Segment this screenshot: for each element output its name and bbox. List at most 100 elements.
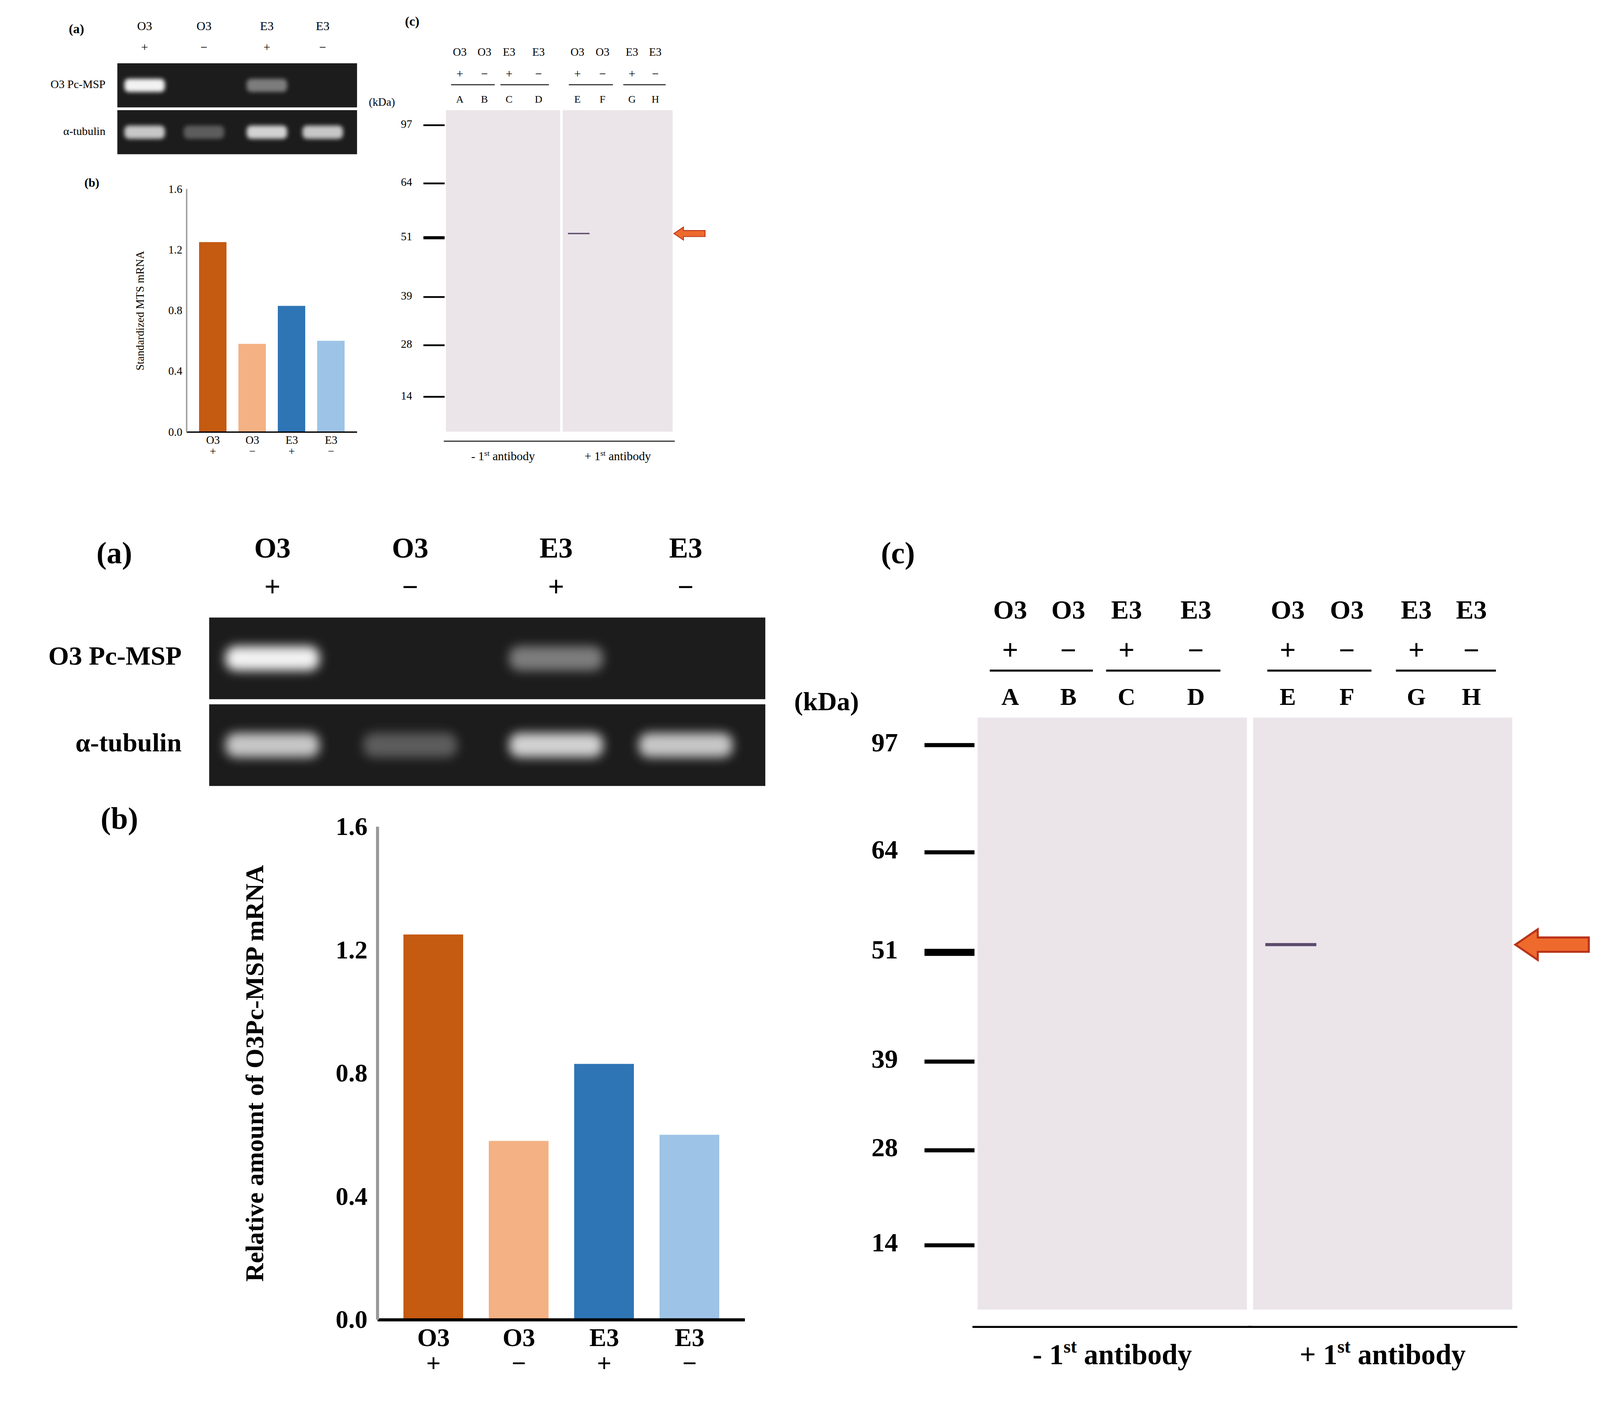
svg-text:O3−: O3− [502,1323,536,1378]
svg-text:O3: O3 [1051,594,1086,625]
svg-text:0.4: 0.4 [335,1181,368,1210]
svg-text:(b): (b) [100,801,139,836]
svg-text:+ 1st antibody: + 1st antibody [584,448,652,464]
svg-text:28: 28 [400,337,412,350]
svg-text:O3+: O3+ [206,433,220,457]
svg-text:97: 97 [871,727,898,757]
svg-text:G: G [628,93,636,105]
svg-text:E3+: E3+ [589,1323,619,1378]
svg-text:E3: E3 [1111,594,1143,625]
svg-text:14: 14 [400,389,413,402]
svg-text:E3: E3 [502,45,516,58]
svg-text:E3: E3 [532,45,545,58]
svg-text:E3: E3 [260,19,274,33]
svg-text:C: C [505,93,513,105]
svg-text:+: + [548,570,565,603]
svg-text:F: F [1339,682,1355,710]
svg-text:−: − [402,570,419,603]
svg-text:F: F [599,93,606,105]
svg-text:E3+: E3+ [285,433,299,457]
svg-text:64: 64 [871,834,898,864]
svg-text:+ 1st antibody: + 1st antibody [1299,1335,1466,1370]
svg-text:B: B [480,93,488,105]
svg-text:O3 Pc-MSP: O3 Pc-MSP [50,77,106,91]
svg-text:O3: O3 [196,19,212,33]
svg-text:E3−: E3− [325,433,338,457]
svg-text:−: − [319,40,327,54]
svg-text:1.6: 1.6 [168,182,183,195]
svg-text:0.4: 0.4 [168,364,183,377]
svg-text:C: C [1117,682,1136,710]
svg-text:- 1st antibody: - 1st antibody [471,448,535,464]
svg-text:O3: O3 [254,531,292,564]
svg-text:+: + [141,40,149,54]
svg-text:1.2: 1.2 [335,935,368,964]
svg-text:−: − [677,570,695,603]
svg-text:−: − [200,40,208,54]
svg-text:+: + [628,67,636,81]
svg-text:E: E [574,93,581,105]
svg-text:E3: E3 [625,45,639,58]
svg-text:Standardized MTS mRNA: Standardized MTS mRNA [133,250,146,371]
svg-text:28: 28 [871,1132,898,1162]
svg-text:51: 51 [400,230,412,243]
svg-text:(kDa): (kDa) [368,95,396,109]
svg-text:−: − [1339,633,1356,666]
svg-text:−: − [1463,633,1480,666]
svg-text:+: + [263,40,271,54]
svg-text:−: − [535,67,542,81]
svg-text:+: + [574,67,581,81]
svg-text:E3: E3 [1400,594,1432,625]
svg-text:G: G [1406,682,1426,710]
svg-text:−: − [1187,633,1205,666]
svg-text:B: B [1060,682,1077,710]
svg-text:O3: O3 [137,19,153,33]
svg-text:O3 Pc-MSP: O3 Pc-MSP [48,640,182,671]
svg-text:H: H [651,93,660,105]
svg-text:O3: O3 [993,594,1028,625]
svg-text:E3: E3 [1455,594,1487,625]
svg-text:O3: O3 [477,45,492,58]
svg-text:−: − [480,67,488,81]
svg-text:(c): (c) [881,535,916,570]
svg-text:14: 14 [871,1227,898,1257]
svg-text:O3: O3 [595,45,610,58]
svg-text:+: + [1118,633,1135,666]
svg-text:E3: E3 [315,19,330,33]
svg-text:0.0: 0.0 [335,1305,368,1334]
svg-text:39: 39 [400,289,412,302]
svg-text:+: + [1279,633,1297,666]
svg-text:E: E [1279,682,1297,710]
svg-text:E3: E3 [648,45,662,58]
svg-text:−: − [652,67,659,81]
svg-text:0.8: 0.8 [335,1058,368,1087]
svg-text:E3: E3 [1180,594,1212,625]
svg-text:- 1st antibody: - 1st antibody [1032,1335,1192,1370]
svg-text:39: 39 [871,1043,898,1074]
svg-text:0.8: 0.8 [168,303,183,317]
svg-text:1.2: 1.2 [168,243,183,256]
svg-text:A: A [456,93,464,105]
svg-text:O3: O3 [1330,594,1365,625]
svg-text:+: + [1408,633,1425,666]
svg-text:(b): (b) [84,175,100,190]
svg-text:+: + [456,67,464,81]
svg-text:(a): (a) [68,21,85,37]
svg-text:+: + [1001,633,1019,666]
svg-text:+: + [264,570,281,603]
svg-text:α-tubulin: α-tubulin [75,727,182,757]
svg-text:1.6: 1.6 [335,812,368,841]
svg-text:E3: E3 [668,531,703,564]
svg-text:E3: E3 [539,531,573,564]
svg-text:+: + [505,67,513,81]
svg-text:0.0: 0.0 [168,425,183,438]
svg-text:O3−: O3− [245,433,260,457]
svg-text:(kDa): (kDa) [794,686,860,716]
svg-text:Relative amount of O3Pc-MSP mR: Relative amount of O3Pc-MSP mRNA [240,864,269,1282]
svg-text:H: H [1461,682,1482,710]
svg-text:α-tubulin: α-tubulin [63,124,106,138]
svg-text:D: D [534,93,543,105]
svg-text:(c): (c) [404,14,420,29]
svg-text:−: − [598,67,606,81]
svg-text:O3: O3 [452,45,467,58]
